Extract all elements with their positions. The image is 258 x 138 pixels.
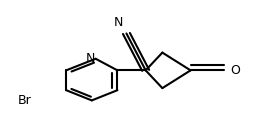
Text: O: O: [231, 64, 240, 77]
Text: N: N: [114, 16, 123, 29]
Text: Br: Br: [18, 94, 32, 107]
Text: N: N: [86, 52, 95, 65]
